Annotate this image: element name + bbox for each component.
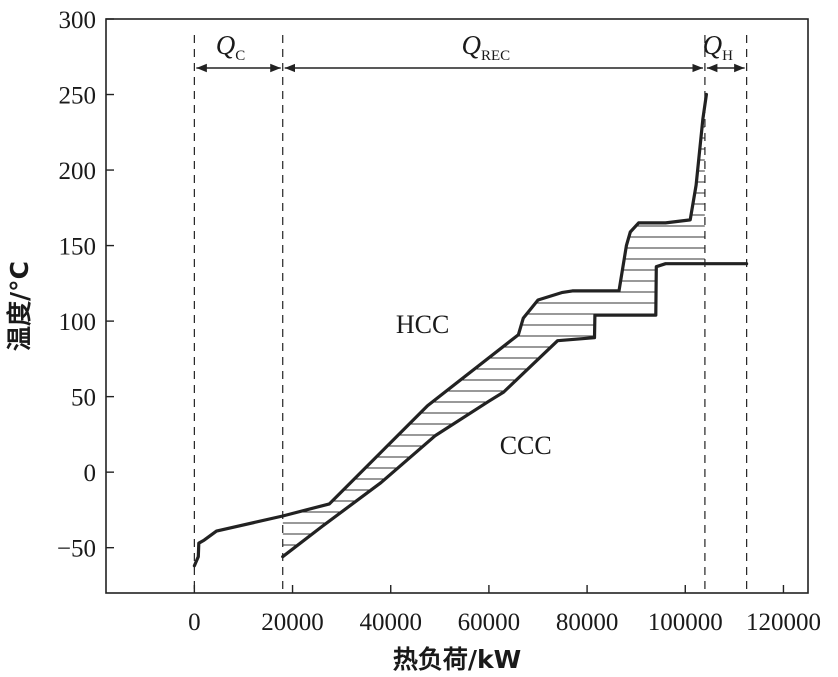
q-rec-label: QREC	[461, 30, 510, 64]
y-axis-title: 温度/°C	[5, 261, 34, 351]
y-tick-label: 0	[84, 460, 97, 487]
y-tick-label: 250	[59, 83, 97, 110]
x-tick-label: 20000	[261, 609, 324, 636]
q-annotations: QC QREC QH	[196, 30, 745, 73]
x-axis-title: 热负荷/kW	[393, 645, 521, 674]
y-tick-label: 150	[59, 234, 97, 261]
x-tick-label: 120000	[746, 609, 821, 636]
curves	[192, 92, 749, 568]
q-h-label: QH	[703, 30, 734, 64]
hcc-label: HCC	[396, 310, 449, 339]
y-tick-label: 50	[71, 385, 96, 412]
x-tick-label: 60000	[458, 609, 521, 636]
recovery-hatch	[282, 104, 705, 557]
y-tick-label: 300	[59, 7, 97, 34]
x-axis-ticks: 0 20000 40000 60000 80000 100000 120000	[188, 585, 821, 636]
q-c-label: QC	[216, 30, 246, 64]
hcc-curve	[192, 92, 708, 568]
y-tick-label: 200	[59, 158, 97, 185]
curve-labels: HCC CCC	[396, 310, 552, 460]
y-axis-ticks: −50 0 50 100 150 200 250 300	[57, 7, 114, 563]
ccc-curve	[281, 262, 749, 559]
plot-frame	[105, 18, 809, 594]
x-tick-label: 80000	[556, 609, 619, 636]
y-tick-label: −50	[57, 536, 96, 563]
y-tick-label: 100	[59, 309, 97, 336]
x-tick-label: 0	[188, 609, 201, 636]
ccc-label: CCC	[500, 431, 552, 460]
x-tick-label: 40000	[359, 609, 422, 636]
x-tick-label: 100000	[648, 609, 723, 636]
boundary-lines	[193, 35, 748, 593]
